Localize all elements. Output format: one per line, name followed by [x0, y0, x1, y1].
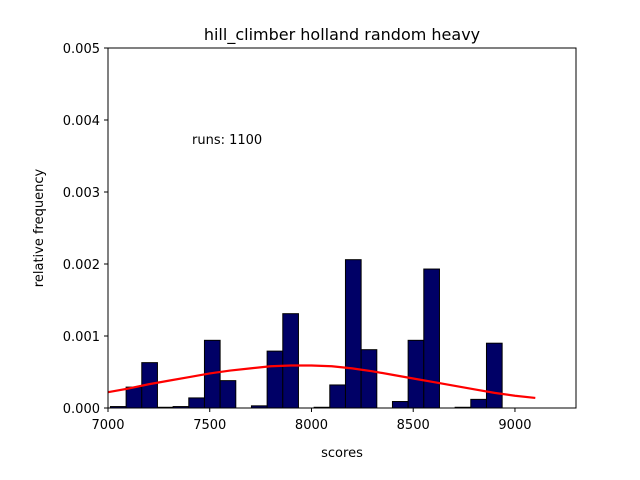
histogram-bar-5	[188, 397, 205, 409]
y-tick-label-3: 0.003	[63, 186, 100, 201]
histogram-bar-20	[485, 342, 503, 409]
y-axis-ticks: 0.000 0.001 0.002 0.003 0.004 0.005	[63, 42, 108, 417]
histogram-bar-1	[125, 386, 143, 409]
histogram-bar-16	[407, 339, 425, 409]
histogram-bar-15	[391, 401, 409, 409]
x-tick-label-4: 9000	[498, 418, 531, 433]
x-axis-label: scores	[321, 446, 363, 461]
histogram-bar-10	[282, 313, 299, 409]
x-tick-label-0: 7000	[91, 418, 124, 433]
histogram-bar-13	[344, 259, 362, 409]
runs-annotation: runs: 1100	[192, 133, 262, 148]
histogram-bar-12	[329, 384, 346, 409]
histogram-bar-9	[266, 350, 284, 409]
x-tick-label-3: 8500	[397, 418, 430, 433]
x-tick-label-2: 8000	[295, 418, 328, 433]
plot-frame	[107, 47, 577, 409]
fit-curve-line	[107, 364, 536, 400]
x-tick-label-1: 7500	[193, 418, 226, 433]
histogram-bar-19	[470, 398, 487, 409]
y-tick-label-2: 0.002	[63, 258, 100, 273]
histogram-bar-7	[219, 380, 237, 409]
histogram-bar-17	[423, 268, 440, 409]
curve-layer	[107, 364, 536, 400]
y-tick-label-1: 0.001	[63, 330, 100, 345]
x-axis-ticks: 7000 7500 8000 8500 9000	[91, 408, 532, 433]
y-tick-label-0: 0.000	[63, 402, 100, 417]
y-axis-label: relative frequency	[32, 169, 47, 288]
histogram-bar-14	[360, 349, 378, 409]
y-tick-label-4: 0.004	[63, 114, 100, 129]
y-tick-label-5: 0.005	[63, 42, 100, 57]
bars-layer	[109, 259, 503, 409]
chart-title: hill_climber holland random heavy	[204, 25, 480, 45]
